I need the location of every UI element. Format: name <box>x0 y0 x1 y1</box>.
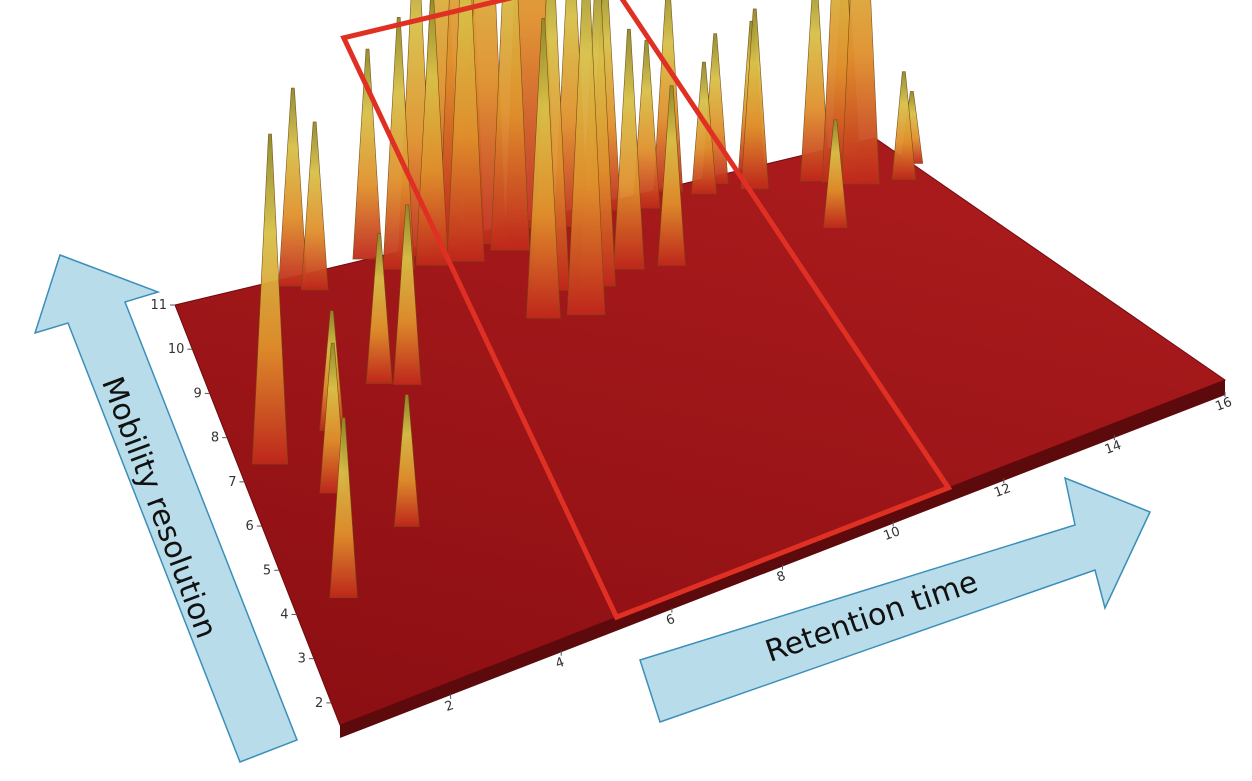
surface-front-edge <box>340 380 1225 738</box>
highlight-region <box>340 0 953 621</box>
peak-mark <box>393 394 420 527</box>
y-axis-ticks: 2 3 4 5 6 7 8 9 10 11 <box>150 298 332 711</box>
retention-axis-arrow <box>639 476 1152 723</box>
y-tick-label: 7 <box>228 475 236 490</box>
x-tick-label: 12 <box>992 481 1013 501</box>
peak-mark <box>526 18 561 319</box>
x-tick-label: 14 <box>1103 438 1124 458</box>
x-tick-label: 4 <box>554 655 567 672</box>
x-tick-label: 16 <box>1213 395 1234 415</box>
peak-mark <box>446 0 485 262</box>
peaks-layer <box>251 0 924 599</box>
y-tick-label: 10 <box>168 342 185 357</box>
peak-mark <box>300 121 329 291</box>
x-tick-label: 8 <box>775 569 788 586</box>
peak-mark <box>393 204 422 385</box>
peak-mark <box>841 0 880 185</box>
y-tick-label: 11 <box>150 298 167 313</box>
peak-mark <box>891 71 917 181</box>
y-tick-label: 9 <box>193 386 201 401</box>
y-tick-label: 6 <box>246 519 254 534</box>
x-tick-label: 10 <box>882 524 903 544</box>
x-tick-label: 2 <box>443 698 456 715</box>
peak-mark <box>566 0 606 316</box>
mobility-axis-arrow <box>33 254 298 763</box>
peak-mark <box>329 417 358 599</box>
peak-mark <box>691 61 717 195</box>
y-tick-label: 8 <box>211 431 219 446</box>
peak-mark <box>352 48 383 260</box>
y-tick-label: 5 <box>263 563 271 578</box>
peak-mark <box>278 87 308 287</box>
y-tick-label: 3 <box>298 652 306 667</box>
peak-mark <box>823 119 848 229</box>
peak-mark <box>740 8 769 190</box>
peak-mark <box>251 133 289 465</box>
peak-mark <box>657 85 686 266</box>
peak-mark <box>613 28 645 270</box>
x-tick-label: 6 <box>664 612 677 629</box>
peak-mark <box>365 233 393 384</box>
peak-mark <box>800 0 830 182</box>
y-tick-label: 2 <box>315 696 323 711</box>
peak-mark <box>415 0 449 266</box>
peak-mark <box>490 0 530 251</box>
y-tick-label: 4 <box>280 607 288 622</box>
